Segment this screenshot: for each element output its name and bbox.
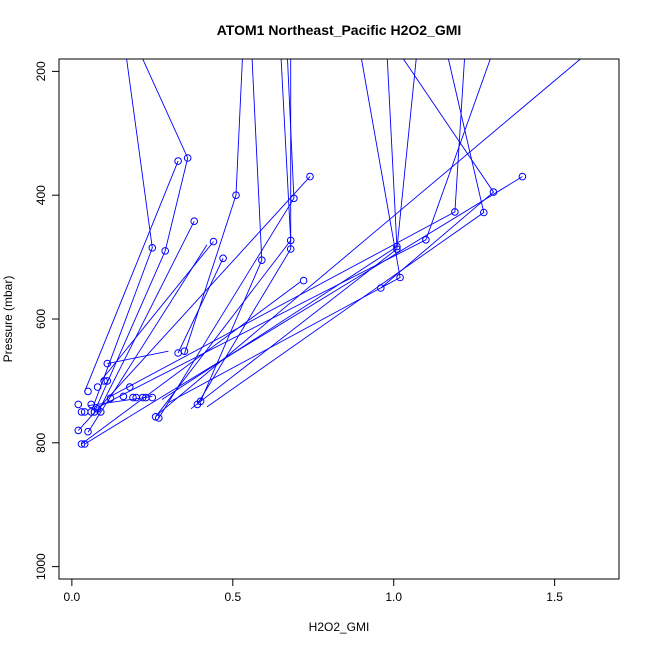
x-tick-label: 0.5 xyxy=(224,590,241,604)
data-point xyxy=(103,359,112,368)
series-layer xyxy=(77,59,581,445)
data-point xyxy=(209,237,218,246)
x-axis: 0.0 0.5 1.0 1.5 xyxy=(64,578,563,604)
data-point xyxy=(77,440,86,448)
y-tick-label: 600 xyxy=(34,309,48,329)
data-point xyxy=(151,413,160,421)
data-point xyxy=(87,408,95,416)
profile-line xyxy=(155,59,292,418)
profile-line xyxy=(197,59,292,405)
data-point xyxy=(84,427,92,436)
data-point xyxy=(190,217,198,225)
x-tick-label: 1.0 xyxy=(385,590,402,604)
profile-line xyxy=(161,59,398,400)
profile-line xyxy=(87,244,208,433)
data-point xyxy=(232,191,240,199)
plot-frame xyxy=(58,58,620,580)
profile-line xyxy=(84,176,523,445)
data-point xyxy=(100,377,108,385)
chart-title: ATOM1 Northeast_Pacific H2O2_GMI xyxy=(217,22,462,38)
profile-line xyxy=(177,258,224,354)
data-point xyxy=(393,245,401,253)
y-tick-label: 400 xyxy=(34,185,48,205)
profile-line xyxy=(90,59,153,413)
data-point xyxy=(74,426,83,435)
profile-line xyxy=(84,160,179,392)
y-tick-label: 1000 xyxy=(34,553,48,580)
profile-line xyxy=(110,59,465,397)
data-point xyxy=(393,242,401,251)
data-point xyxy=(286,236,295,245)
data-point xyxy=(119,392,128,401)
profile-line xyxy=(77,176,311,431)
data-point xyxy=(396,273,404,282)
profile-line xyxy=(190,59,417,410)
profile-line xyxy=(200,59,263,402)
data-point xyxy=(155,414,163,422)
data-point xyxy=(518,172,527,181)
data-point xyxy=(219,254,227,263)
profile-line xyxy=(100,241,214,382)
x-axis-label: H2O2_GMI xyxy=(309,620,370,634)
data-point xyxy=(180,347,189,356)
profile-line xyxy=(93,59,189,413)
profile-line xyxy=(184,59,243,354)
data-point xyxy=(74,400,83,409)
profile-line xyxy=(158,59,295,419)
profile-line xyxy=(168,59,401,403)
x-tick-label: 1.5 xyxy=(546,590,563,604)
profile-line xyxy=(87,395,153,407)
data-point xyxy=(93,383,102,391)
points-layer xyxy=(74,154,527,448)
data-point xyxy=(129,393,137,402)
data-point xyxy=(306,172,314,181)
profile-line xyxy=(97,220,195,414)
data-point xyxy=(258,256,266,265)
data-point xyxy=(422,236,430,244)
profile-line xyxy=(380,59,495,289)
y-axis: 200 400 600 800 1000 xyxy=(34,61,60,580)
data-point xyxy=(87,400,95,409)
data-point xyxy=(174,157,182,165)
y-axis-label: Pressure (mbar) xyxy=(1,276,15,363)
data-point xyxy=(126,383,134,391)
x-tick-label: 0.0 xyxy=(64,590,81,604)
data-point xyxy=(290,194,298,203)
data-point xyxy=(84,387,92,396)
data-point xyxy=(97,408,105,416)
profile-line xyxy=(97,59,491,408)
data-point xyxy=(299,276,308,285)
data-point xyxy=(148,244,157,252)
data-point xyxy=(148,393,157,402)
y-tick-label: 800 xyxy=(34,432,48,452)
data-point xyxy=(183,154,192,162)
profile-line xyxy=(81,281,301,445)
data-point xyxy=(138,393,147,402)
profile-line xyxy=(107,350,169,365)
data-point xyxy=(451,208,459,216)
data-point xyxy=(77,408,86,416)
data-point xyxy=(377,284,385,292)
data-point xyxy=(196,397,205,406)
data-point xyxy=(286,245,295,253)
data-point xyxy=(106,394,115,403)
profile-line xyxy=(206,59,485,408)
y-tick-label: 200 xyxy=(34,61,48,81)
data-point xyxy=(480,208,488,217)
profile-line xyxy=(155,59,581,417)
plot-area xyxy=(77,59,581,445)
data-point xyxy=(103,377,112,385)
data-point xyxy=(80,440,89,448)
data-point xyxy=(161,247,169,255)
data-point xyxy=(489,188,498,196)
